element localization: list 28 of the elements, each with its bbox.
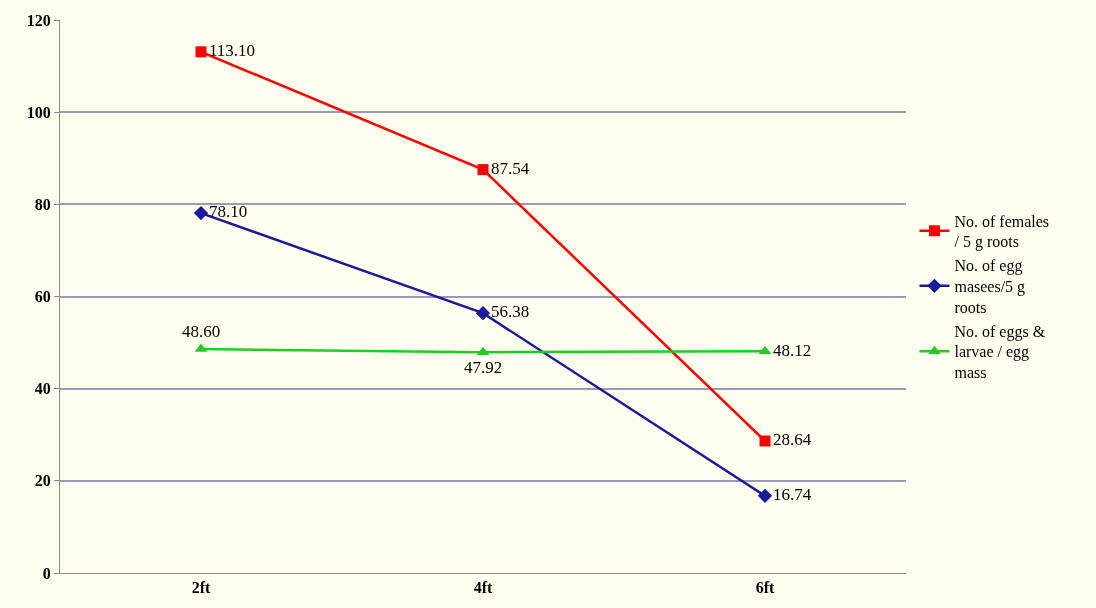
data-label: 47.92	[463, 357, 503, 377]
y-tick-label: 60	[34, 288, 51, 306]
legend-label: No. of egg masees/5 g roots	[954, 257, 1026, 316]
point	[195, 46, 207, 58]
y-tick-label: 100	[26, 103, 51, 121]
legend-label: No. of females / 5 g roots	[954, 212, 1050, 252]
point	[477, 164, 489, 176]
point	[475, 306, 491, 321]
x-tick-label: 6ft	[755, 579, 775, 597]
data-label: 78.10	[208, 202, 248, 222]
data-label: 113.10	[208, 41, 255, 61]
y-tick-label: 40	[34, 380, 51, 398]
point	[759, 435, 771, 447]
y-tick-label: 20	[34, 472, 51, 490]
data-label: 48.12	[772, 340, 812, 360]
y-tick-label: 120	[26, 11, 51, 29]
data-label: 28.64	[772, 430, 812, 450]
point	[193, 205, 209, 221]
data-label: 56.38	[490, 302, 530, 322]
legend-label: No. of eggs & larvae / egg mass	[954, 322, 1046, 382]
data-label: 48.60	[181, 321, 221, 341]
point	[757, 488, 773, 504]
y-tick-label: 0	[42, 564, 51, 582]
x-tick-label: 2ft	[191, 579, 211, 597]
x-tick-label: 4ft	[473, 579, 493, 597]
y-tick-label: 80	[34, 195, 51, 213]
data-label: 16.74	[772, 485, 812, 505]
data-label: 87.54	[490, 158, 530, 178]
